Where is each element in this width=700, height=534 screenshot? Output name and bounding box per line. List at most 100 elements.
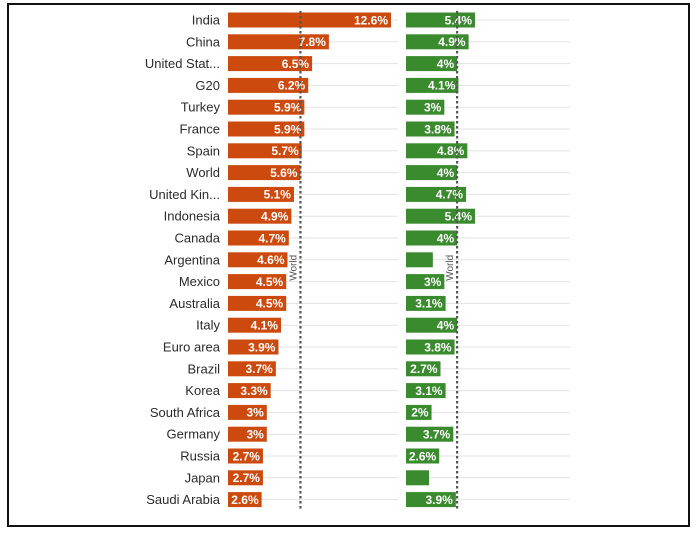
bar-series-1 <box>228 339 279 355</box>
category-label: Indonesia <box>164 209 221 224</box>
bar-series-2 <box>406 383 446 399</box>
data-label: 4.8% <box>437 144 465 158</box>
category-label: G20 <box>195 78 220 93</box>
data-label: 3.9% <box>248 340 276 354</box>
data-label: 4.7% <box>436 188 464 202</box>
category-label: Saudi Arabia <box>146 492 220 507</box>
category-label: Russia <box>180 449 221 464</box>
data-label: 4.5% <box>256 275 284 289</box>
bar-series-1 <box>228 99 305 115</box>
bar-series-2 <box>406 470 429 486</box>
bar-series-2 <box>406 99 445 115</box>
data-label: 3% <box>424 275 442 289</box>
data-label: 2.6% <box>409 449 437 463</box>
category-label: Australia <box>169 296 220 311</box>
data-label: 3% <box>424 101 442 115</box>
category-label: India <box>192 13 221 28</box>
bar-series-2 <box>406 404 432 420</box>
data-label: 3.3% <box>240 384 268 398</box>
data-label: 4.7% <box>258 231 286 245</box>
bar-series-1 <box>228 295 287 311</box>
bar-series-1 <box>228 165 301 181</box>
data-label: 7.8% <box>299 35 327 49</box>
bar-series-1 <box>228 448 263 464</box>
data-label: 6.2% <box>278 79 306 93</box>
bar-series-2 <box>406 34 469 50</box>
bar-series-2 <box>406 448 440 464</box>
category-label: World <box>186 165 220 180</box>
bar-series-1 <box>228 361 276 377</box>
data-label: 2.6% <box>231 493 259 507</box>
data-label: 2% <box>411 406 429 420</box>
data-label: 5.9% <box>274 101 302 115</box>
bar-series-2 <box>406 165 458 181</box>
data-label: 6.5% <box>282 57 310 71</box>
bar-series-2 <box>406 339 455 355</box>
bar-series-1 <box>228 12 391 28</box>
data-label: 4.9% <box>261 210 289 224</box>
bar-series-2 <box>406 295 446 311</box>
bar-series-2 <box>406 426 454 442</box>
bar-series-1 <box>228 56 313 72</box>
reference-label: World <box>288 255 299 281</box>
category-label: United Kin... <box>149 187 220 202</box>
bar-series-2 <box>406 121 455 137</box>
data-label: 3.1% <box>415 297 443 311</box>
bar-series-2 <box>406 56 458 72</box>
bar-series-1 <box>228 274 287 290</box>
data-label: 4% <box>437 231 455 245</box>
chart-frame <box>7 3 690 527</box>
data-label: 3.7% <box>246 362 274 376</box>
category-label: Canada <box>174 231 220 246</box>
bar-series-2 <box>406 77 459 93</box>
bar-series-2 <box>406 186 467 202</box>
data-label: 3.7% <box>423 428 451 442</box>
data-label: 12.6% <box>354 13 388 27</box>
data-label: 2.7% <box>410 362 438 376</box>
data-label: 5.4% <box>445 210 473 224</box>
bar-series-1 <box>228 121 305 137</box>
category-label: Turkey <box>181 100 221 115</box>
data-label: 4.9% <box>438 35 466 49</box>
data-label: 4.6% <box>257 253 285 267</box>
data-label: 2.7% <box>233 471 261 485</box>
data-label: 5.6% <box>270 166 298 180</box>
bar-series-1 <box>228 317 282 333</box>
data-label: 3.8% <box>424 340 452 354</box>
data-label: 5.4% <box>445 13 473 27</box>
data-label: 3% <box>246 428 264 442</box>
bar-series-1 <box>228 252 288 268</box>
bar-series-1 <box>228 143 302 159</box>
bar-series-2 <box>406 492 456 508</box>
bar-series-1 <box>228 230 289 246</box>
bar-series-1 <box>228 383 271 399</box>
category-label: Euro area <box>163 340 221 355</box>
bar-series-2 <box>406 317 458 333</box>
category-label: United Stat... <box>145 56 220 71</box>
bar-series-2 <box>406 143 468 159</box>
data-label: 3.8% <box>424 122 452 136</box>
reference-label: World <box>445 255 456 281</box>
category-label: Mexico <box>179 274 220 289</box>
data-label: 4.5% <box>256 297 284 311</box>
data-label: 2.7% <box>233 449 261 463</box>
data-label: 4.1% <box>251 319 279 333</box>
category-label: South Africa <box>150 405 221 420</box>
category-label: Spain <box>187 143 220 158</box>
category-label: France <box>180 122 220 137</box>
category-label: Germany <box>167 427 221 442</box>
data-label: 5.9% <box>274 122 302 136</box>
bar-series-1 <box>228 208 292 224</box>
data-label: 4% <box>437 57 455 71</box>
data-label: 4% <box>437 166 455 180</box>
category-label: Brazil <box>187 361 220 376</box>
data-label: 3% <box>246 406 264 420</box>
category-label: Japan <box>185 470 220 485</box>
bar-series-2 <box>406 361 441 377</box>
bar-series-2 <box>406 252 433 268</box>
data-label: 5.1% <box>264 188 292 202</box>
bar-series-1 <box>228 34 329 50</box>
bar-series-2 <box>406 230 458 246</box>
category-label: Argentina <box>164 252 220 267</box>
